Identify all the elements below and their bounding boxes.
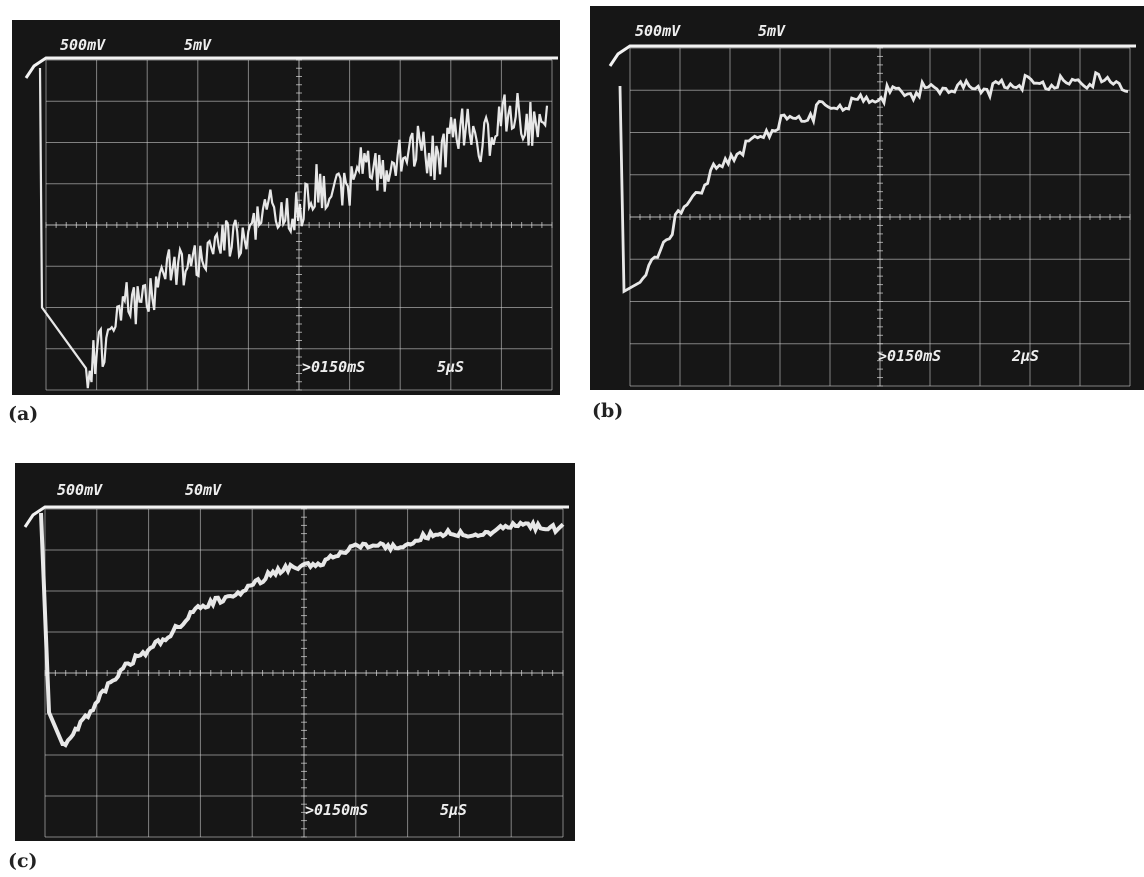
reference-trace	[608, 44, 1136, 67]
trigger-delay-c: >0150mS	[305, 801, 368, 819]
signal-trace	[38, 67, 549, 389]
scope-svg-c: 500mV 50mV >0150mS 5µS	[23, 481, 569, 838]
graticule-c	[44, 508, 564, 838]
scope-svg-a: 500mV 5mV >0150mS 5µS	[24, 36, 558, 391]
ch2-scale-a: 5mV	[184, 36, 212, 54]
ch2-scale-b: 5mV	[758, 22, 786, 40]
panel-label-b: (b)	[592, 400, 624, 422]
graticule-a	[45, 59, 553, 391]
panel-label-a: (a)	[8, 403, 39, 425]
graticule-b	[629, 47, 1131, 387]
trigger-delay-b: >0150mS	[878, 347, 941, 365]
ch1-scale-a: 500mV	[60, 36, 106, 54]
traces-a	[24, 56, 558, 389]
oscilloscope-screen-a: 500mV 5mV >0150mS 5µS	[12, 20, 560, 395]
signal-trace	[618, 70, 1129, 294]
traces-c	[23, 505, 569, 748]
ch1-scale-b: 500mV	[635, 22, 681, 40]
ch1-scale-c: 500mV	[57, 481, 103, 499]
reference-trace	[23, 505, 569, 528]
reference-trace	[24, 56, 558, 79]
signal-trace	[39, 512, 565, 748]
timebase-a: 5µS	[437, 358, 464, 376]
trigger-delay-a: >0150mS	[302, 358, 365, 376]
timebase-c: 5µS	[440, 801, 467, 819]
traces-b	[608, 44, 1136, 294]
oscilloscope-screen-c: 500mV 50mV >0150mS 5µS	[15, 463, 575, 841]
scope-svg-b: 500mV 5mV >0150mS 2µS	[608, 22, 1136, 387]
oscilloscope-screen-b: 500mV 5mV >0150mS 2µS	[590, 6, 1144, 390]
ch2-scale-c: 50mV	[185, 481, 222, 499]
panel-label-c: (c)	[8, 850, 38, 872]
timebase-b: 2µS	[1011, 347, 1039, 365]
